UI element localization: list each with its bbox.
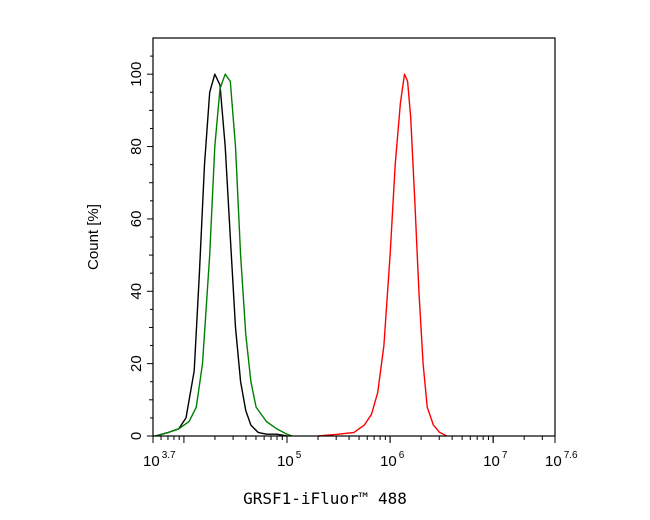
series-line-2 [154,73,293,437]
y-axis-title: Count [%] [85,204,102,270]
x-axis-title: GRSF1-iFluor™ 488 [243,489,407,508]
y-tick-label: 40 [128,283,145,300]
y-tick-label: 60 [128,211,145,228]
y-tick-label: 80 [128,138,145,155]
series-layer [154,73,448,437]
y-tick-label: 20 [128,355,145,372]
x-tick-label: 10 7 [483,450,508,470]
tick-layer: 0 20 40 60 80 100 10 3.7 10 5 10 6 10 7 10 7.6 [128,55,578,470]
x-tick-label: 10 6 [380,450,405,470]
y-tick-label: 0 [128,432,145,440]
series-line-3 [317,73,448,437]
plot-frame [152,37,556,437]
y-tick-label: 100 [128,62,145,87]
x-tick-label: 10 7.6 [545,450,578,470]
series-line-1 [154,73,288,437]
x-tick-label: 10 5 [277,450,302,470]
x-tick-label: 10 3.7 [143,450,176,470]
